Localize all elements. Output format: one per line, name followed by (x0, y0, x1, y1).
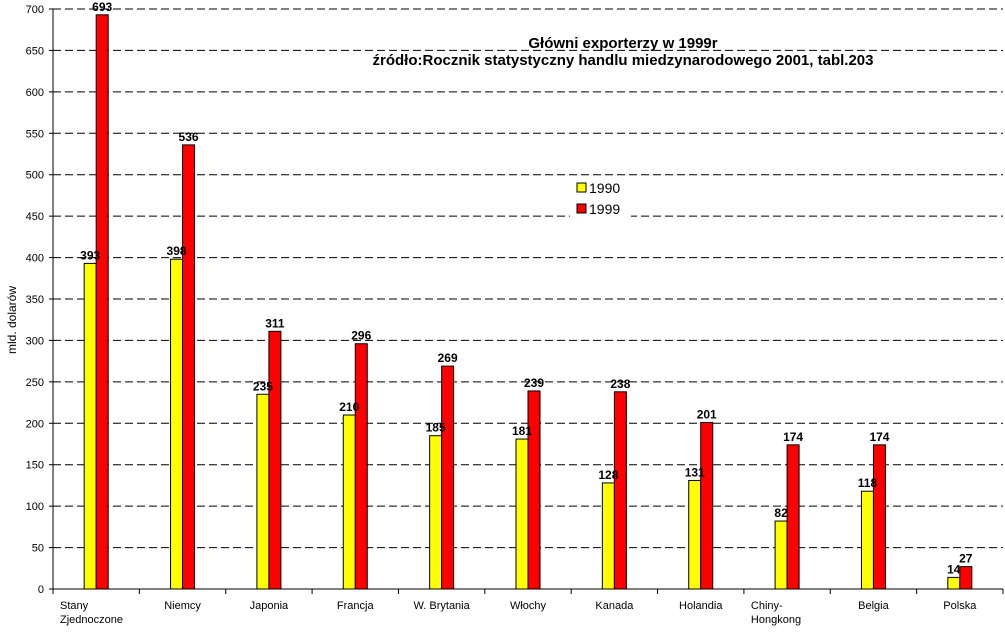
x-tick-label-1-0: Niemcy (164, 600, 201, 612)
y-tick-label-150: 150 (26, 460, 44, 472)
data-label-1999-6: 238 (610, 377, 630, 391)
y-tick-label-250: 250 (26, 377, 44, 389)
legend-swatch-1990 (576, 182, 587, 193)
data-label-1990-2: 235 (253, 379, 273, 393)
data-label-1990-10: 14 (947, 562, 961, 576)
data-label-1999-0: 693 (92, 0, 112, 14)
x-tick-label-8-0: Chiny- (751, 600, 783, 612)
bar-1999-9 (872, 444, 886, 590)
x-tick-label-3-0: Francja (337, 600, 375, 612)
y-tick-label-400: 400 (26, 253, 44, 265)
data-label-1990-9: 118 (858, 476, 878, 490)
data-label-1999-1: 536 (179, 130, 199, 144)
axis-layer: 0 50 100 150 200 250 300 350 400 450 500 550 600 650 7… (26, 4, 1004, 626)
x-tick-label-7-0: Holandia (679, 600, 723, 612)
data-label-1999-7: 201 (697, 407, 717, 421)
data-label-1999-10: 27 (959, 552, 973, 566)
bar-1999-10 (959, 566, 973, 590)
bar-1999-7 (700, 421, 714, 590)
bar-1999-0 (95, 14, 109, 590)
y-tick-label-650: 650 (26, 45, 44, 57)
bar-1999-4 (441, 365, 455, 590)
y-tick-label-700: 700 (26, 4, 44, 16)
data-label-1990-3: 210 (339, 400, 359, 414)
y-tick-label-50: 50 (32, 543, 44, 555)
x-tick-label-5-0: Włochy (510, 600, 547, 612)
bar-1990-7 (688, 479, 702, 590)
data-label-1999-9: 174 (869, 430, 889, 444)
x-tick-label-9-0: Belgia (858, 600, 889, 612)
data-label-1990-5: 181 (512, 424, 532, 438)
label-layer: 393 398 235 210 185 181 128 131 82 118 14 693 536 311… (80, 0, 973, 576)
x-tick-label-0-1: Zjednoczone (60, 614, 123, 626)
bar-1990-1 (170, 258, 184, 590)
bar-1990-4 (429, 435, 443, 590)
y-tick-label-600: 600 (26, 87, 44, 99)
bar-1990-2 (256, 393, 270, 590)
legend-swatch-1999 (576, 203, 587, 214)
y-tick-label-100: 100 (26, 501, 44, 513)
data-label-1999-3: 296 (351, 329, 371, 343)
bar-1990-10 (947, 576, 961, 590)
bar-layer (83, 14, 973, 590)
x-tick-label-10-0: Polska (943, 600, 977, 612)
data-label-1999-5: 239 (524, 376, 544, 390)
bar-1990-5 (515, 438, 529, 590)
x-tick-label-6-0: Kanada (595, 600, 634, 612)
data-label-1999-2: 311 (265, 316, 285, 330)
data-label-1990-1: 398 (167, 244, 187, 258)
data-label-1990-6: 128 (598, 468, 618, 482)
y-tick-label-500: 500 (26, 170, 44, 182)
data-label-1990-7: 131 (685, 465, 705, 479)
data-label-1990-8: 82 (774, 506, 788, 520)
bar-1990-3 (342, 414, 356, 590)
x-tick-label-8-1: Hongkong (751, 614, 801, 626)
chart-subtitle: źródło:Rocznik statystyczny handlu miedz… (373, 52, 874, 69)
data-label-1990-4: 185 (426, 421, 446, 435)
bar-1999-8 (786, 444, 800, 590)
x-tick-label-2-0: Japonia (250, 600, 289, 612)
bar-1999-3 (354, 343, 368, 590)
x-tick-label-4-0: W. Brytania (414, 600, 471, 612)
chart-title: Główni exporterzy w 1999r (528, 35, 717, 52)
y-tick-label-550: 550 (26, 128, 44, 140)
legend-label-1999: 1999 (589, 201, 620, 217)
bar-1990-0 (83, 262, 97, 590)
bar-1990-6 (601, 482, 615, 590)
data-label-1999-4: 269 (438, 351, 458, 365)
bar-1990-9 (860, 490, 874, 590)
y-tick-label-300: 300 (26, 335, 44, 347)
bar-1999-5 (527, 390, 541, 590)
bar-1999-1 (182, 144, 196, 590)
y-axis-label: mld. dolarów (5, 286, 19, 354)
y-tick-label-200: 200 (26, 418, 44, 430)
data-label-1990-0: 393 (80, 248, 100, 262)
y-tick-label-350: 350 (26, 294, 44, 306)
bar-1999-6 (613, 391, 627, 590)
legend-label-1990: 1990 (589, 180, 620, 196)
y-tick-label-0: 0 (38, 584, 44, 596)
x-tick-label-0-0: Stany (60, 600, 89, 612)
bar-1999-2 (268, 330, 282, 590)
legend: 1990 1999 (570, 176, 631, 218)
data-label-1999-8: 174 (783, 430, 803, 444)
y-tick-label-450: 450 (26, 211, 44, 223)
bar-1990-8 (774, 520, 788, 590)
